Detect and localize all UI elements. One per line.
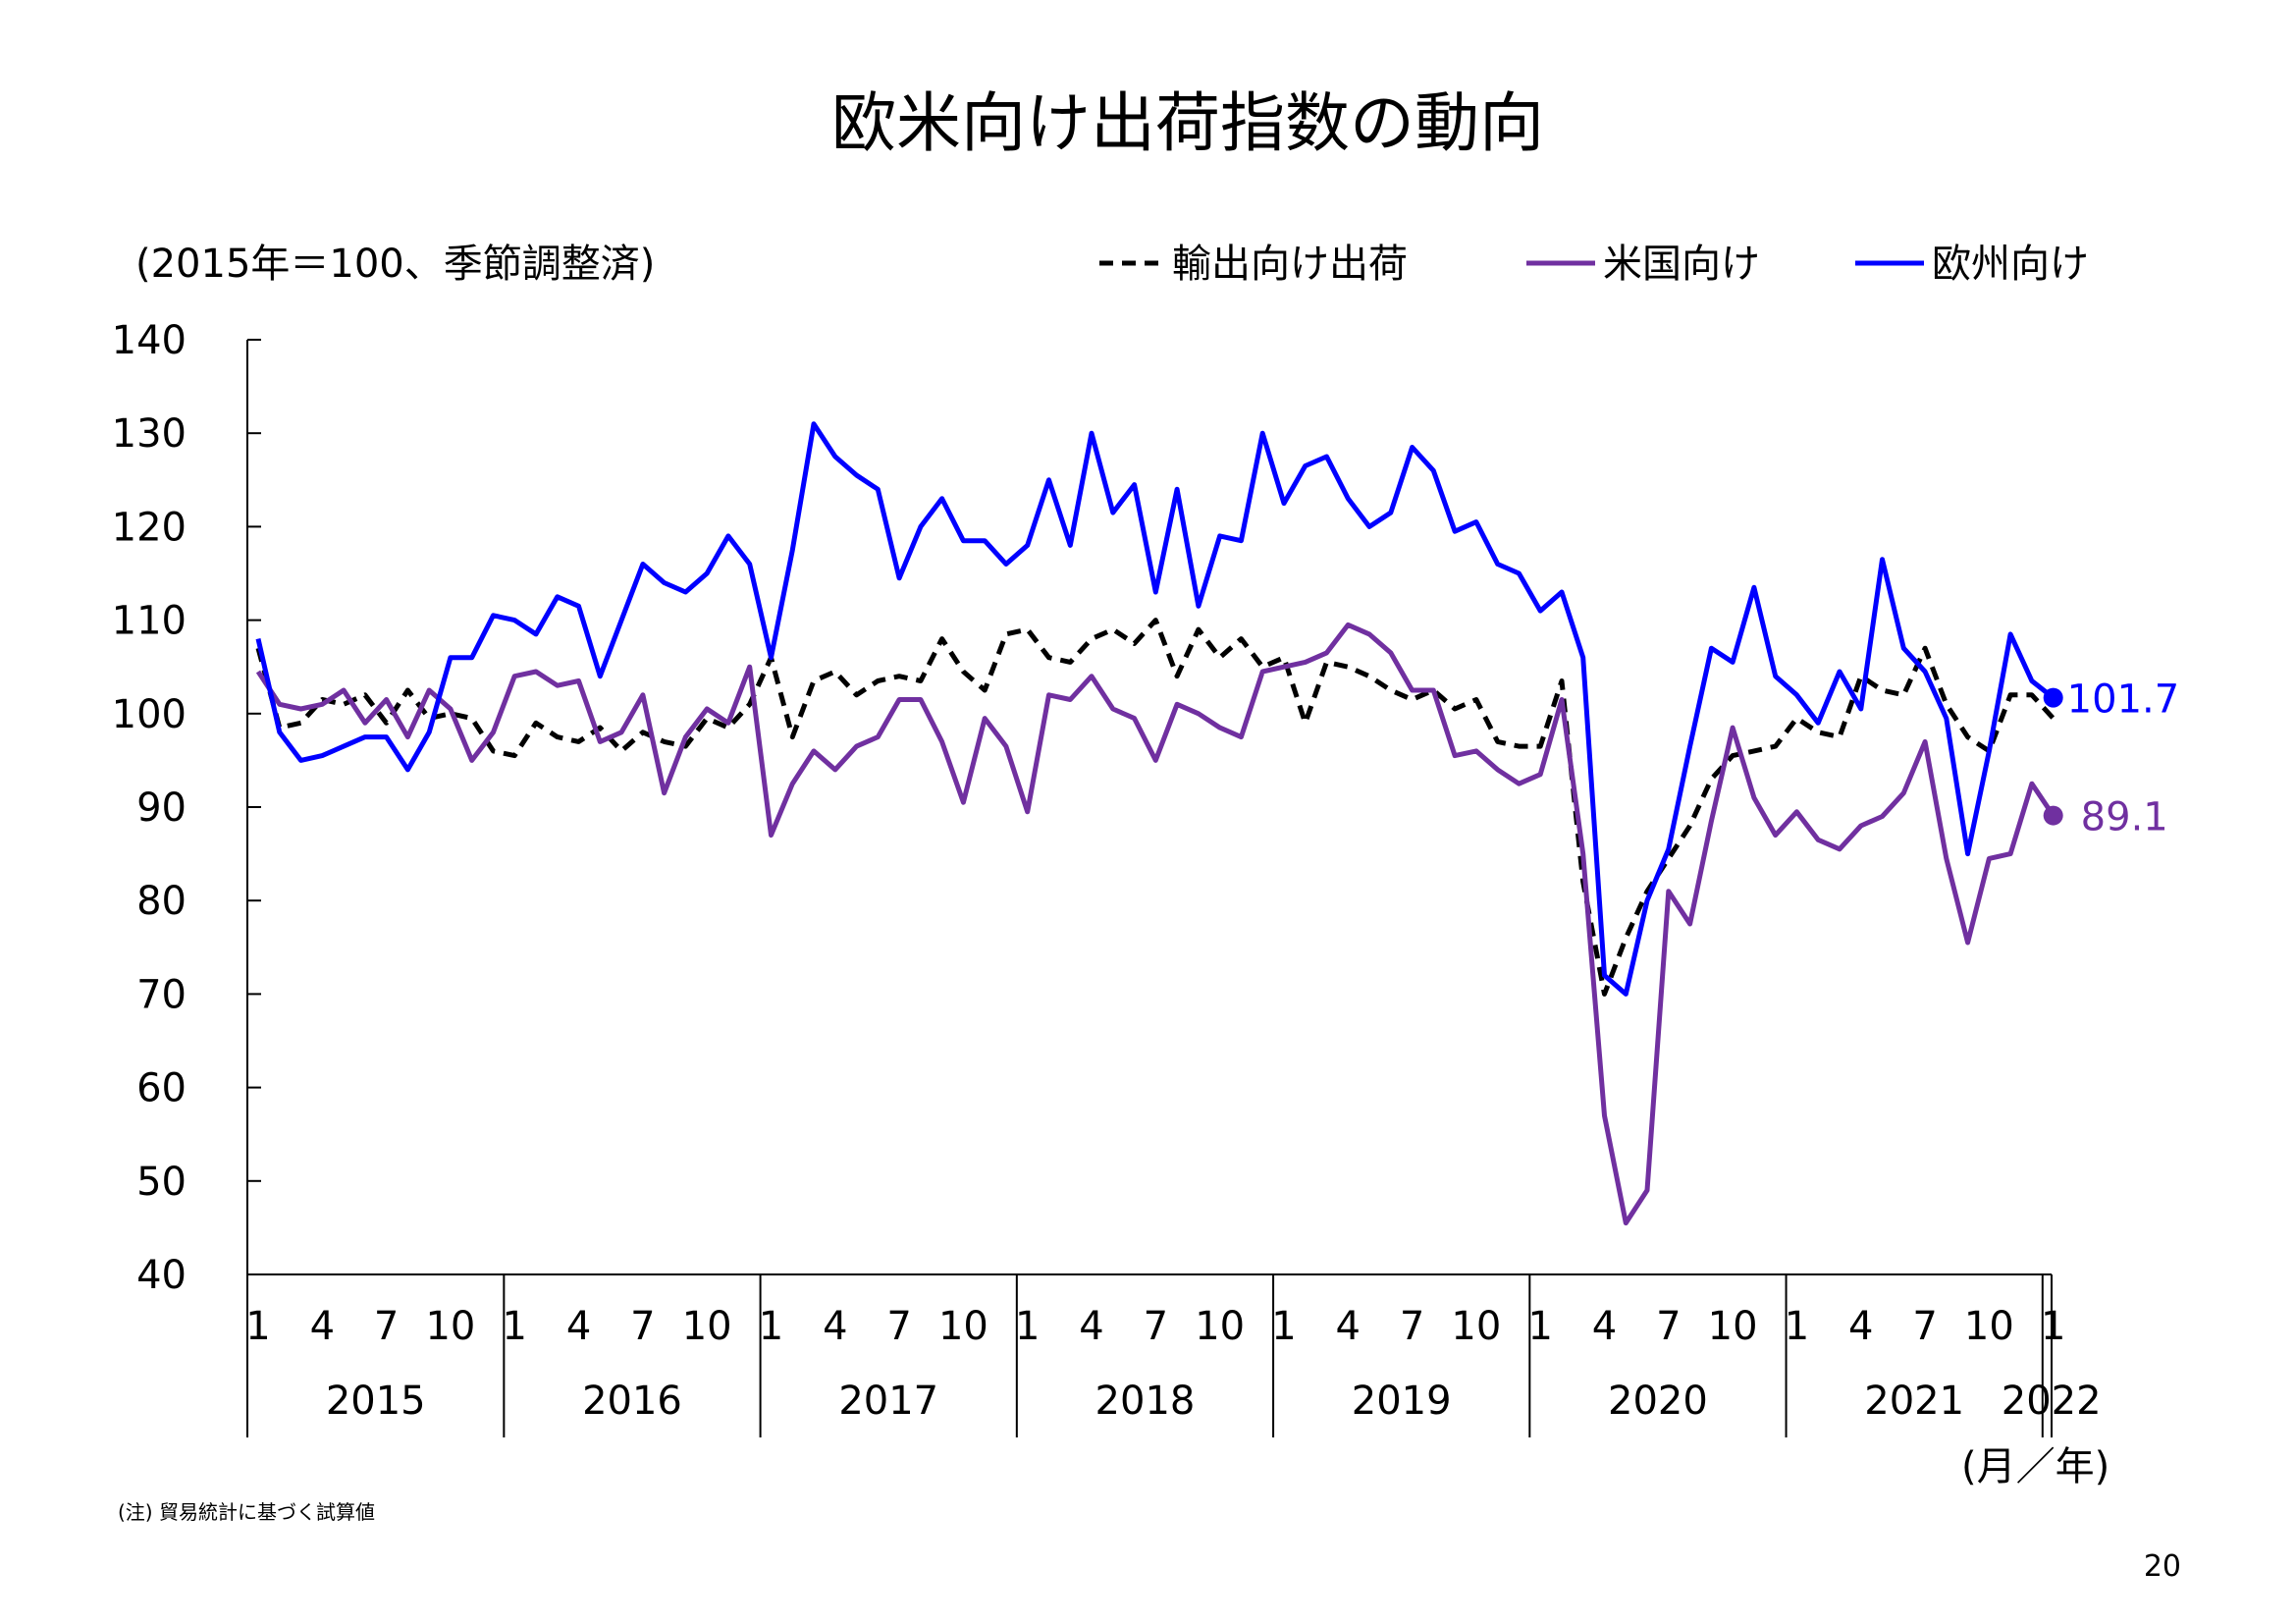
month-tick-label: 10 <box>425 1304 475 1349</box>
month-tick-label: 1 <box>2041 1304 2065 1349</box>
month-tick-label: 7 <box>630 1304 655 1349</box>
x-axis-unit-label: (月／年) <box>1961 1444 2109 1489</box>
month-tick-label: 4 <box>823 1304 847 1349</box>
y-tick-label: 120 <box>112 505 187 550</box>
month-tick-label: 1 <box>1015 1304 1040 1349</box>
month-tick-label: 4 <box>1336 1304 1361 1349</box>
month-tick-label: 7 <box>1144 1304 1168 1349</box>
year-label: 2019 <box>1352 1379 1452 1424</box>
month-tick-label: 10 <box>682 1304 732 1349</box>
year-label: 2015 <box>326 1379 426 1424</box>
axes: 40 50 60 70 80 90 100 110 120 130 140 <box>112 318 2052 1298</box>
year-label: 2020 <box>1608 1379 1708 1424</box>
month-tick-label: 1 <box>1785 1304 1809 1349</box>
y-tick-label: 90 <box>136 785 187 831</box>
month-tick-label: 4 <box>1079 1304 1103 1349</box>
month-tick-label: 1 <box>1527 1304 1552 1349</box>
page-number: 20 <box>2144 1549 2181 1584</box>
month-tick-label: 10 <box>1708 1304 1758 1349</box>
year-label: 2022 <box>2002 1379 2102 1424</box>
month-tick-label: 1 <box>1271 1304 1296 1349</box>
y-tick-label: 100 <box>112 692 187 737</box>
month-tick-label: 10 <box>1195 1304 1245 1349</box>
y-tick-label: 50 <box>136 1160 187 1205</box>
month-tick-label: 7 <box>1912 1304 1937 1349</box>
end-label-eu: 101.7 <box>2067 677 2180 723</box>
y-tick-label: 130 <box>112 411 187 457</box>
year-label: 2021 <box>1864 1379 1964 1424</box>
month-tick-label: 10 <box>1451 1304 1501 1349</box>
month-tick-label: 1 <box>245 1304 270 1349</box>
y-tick-label: 110 <box>112 599 187 644</box>
month-tick-label: 10 <box>938 1304 988 1349</box>
y-tick-label: 140 <box>112 318 187 363</box>
year-label: 2017 <box>838 1379 938 1424</box>
year-label: 2018 <box>1095 1379 1196 1424</box>
month-tick-label: 4 <box>1848 1304 1873 1349</box>
series-line-eu <box>255 421 2056 997</box>
unit-label: (2015年＝100、季節調整済) <box>135 242 655 287</box>
year-label: 2016 <box>582 1379 682 1424</box>
month-tick-label: 4 <box>1592 1304 1617 1349</box>
month-tick-label: 10 <box>1964 1304 2014 1349</box>
legend-label-eu: 欧州向け <box>1932 242 2089 287</box>
legend-label-us: 米国向け <box>1603 242 1760 287</box>
month-tick-label: 1 <box>759 1304 783 1349</box>
x-axis-labels: 1 4 7 10 1 4 7 10 1 4 7 10 1 4 7 10 1 4 7 10 1 4 7 10 1 4 7 10 12015… <box>245 1274 2102 1437</box>
series-line-exports <box>255 618 2056 997</box>
month-tick-label: 7 <box>1656 1304 1681 1349</box>
y-tick-label: 40 <box>136 1253 187 1298</box>
y-tick-label: 70 <box>136 972 187 1017</box>
series-line-us <box>255 622 2056 1226</box>
month-tick-label: 7 <box>374 1304 399 1349</box>
series-group: 101.7 89.1 <box>255 421 2180 1226</box>
y-tick-label: 80 <box>136 879 187 924</box>
end-point-us <box>2043 805 2063 826</box>
legend-label-exports: 輸出向け出荷 <box>1172 242 1408 287</box>
end-point-eu <box>2043 687 2063 708</box>
month-tick-label: 7 <box>1400 1304 1424 1349</box>
page-title: 欧米向け出荷指数の動向 <box>831 85 1544 161</box>
month-tick-label: 7 <box>886 1304 911 1349</box>
footnote: (注) 貿易統計に基づく試算値 <box>118 1500 375 1524</box>
month-tick-label: 1 <box>503 1304 527 1349</box>
legend: 輸出向け出荷 米国向け 欧州向け <box>1099 242 2089 287</box>
end-label-us: 89.1 <box>2081 795 2168 840</box>
month-tick-label: 4 <box>310 1304 335 1349</box>
y-tick-label: 60 <box>136 1066 187 1111</box>
month-tick-label: 4 <box>566 1304 591 1349</box>
